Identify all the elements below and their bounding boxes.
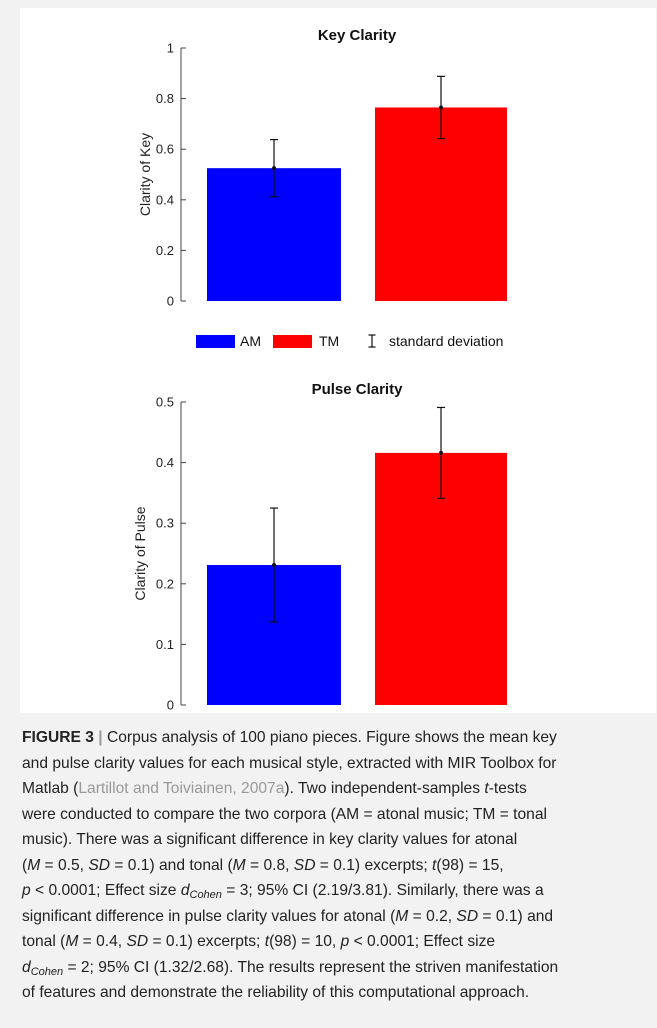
key-clarity-bar-tm [375,107,507,301]
pulse-clarity-chart: Pulse Clarity 0 0.1 0.2 0.3 0.4 0.5 Clarity of … [132,381,507,713]
caption-text-run: d [22,958,31,976]
caption-text-run: and pulse clarity values for each musica… [22,754,557,772]
pulse-clarity-y-tick-label: 0 [167,698,174,713]
caption-text-run: SD [126,933,149,950]
pulse-clarity-mean-point-am [272,563,276,568]
caption-text-run: M [27,856,41,874]
key-clarity-chart: Key Clarity 0 0.2 0.4 0.6 0.8 1 Clarity of Key [137,27,507,309]
caption-text-run: (98) = 15, [436,856,504,874]
caption-text-run: t [432,856,437,874]
caption-text-run: = 0.1) excerpts; [148,933,265,950]
key-clarity-y-tick-label: 0.2 [156,243,174,258]
caption-text-run: = 0.1) and [478,907,554,925]
caption-text-run: Corpus analysis of 100 piano pieces. Fig… [102,729,557,746]
pulse-clarity-y-tick-label: 0.2 [156,576,174,591]
caption-text-run: = 0.1) excerpts; [315,856,433,874]
key-clarity-y-tick-label: 0.8 [156,91,174,106]
caption-text-run: ). Two independent-samples [284,780,485,797]
pulse-clarity-title: Pulse Clarity [312,381,404,398]
legend-swatch-tm [273,335,312,348]
key-clarity-mean-point-tm [439,105,443,110]
caption-text-run: = 0.8, [245,856,294,874]
pulse-clarity-y-tick-label: 0.1 [156,637,174,652]
pulse-clarity-y-tick-label: 0.4 [156,455,174,470]
pulse-clarity-y-tick-label: 0.3 [156,516,174,531]
key-clarity-y-tick-label: 0.4 [156,192,174,207]
caption-text-run: d [180,882,190,899]
caption-text-run: p [22,882,31,899]
caption-body: Corpus analysis of 100 piano pieces. Fig… [22,729,558,1001]
caption-text-run: p [340,933,350,950]
legend-label-tm: TM [319,333,339,349]
caption-text-run: Cohen [30,965,64,978]
caption-text-run: = 0.2, [408,907,457,925]
caption-text-run: Matlab ( [22,780,79,797]
caption-text-run: -tests [488,780,527,797]
caption-text-run: = 0.4, [78,933,127,950]
caption-text-run: tonal ( [22,933,66,950]
caption-text-run: Cohen [189,889,222,901]
key-clarity-y-label: Clarity of Key [137,133,153,216]
pulse-clarity-mean-point-tm [439,450,443,455]
key-clarity-mean-point-am [272,166,276,171]
legend-label-am: AM [240,333,261,349]
caption-text-run: music). There was a significant differen… [22,831,518,848]
caption-text-run: < 0.0001; Effect size [30,882,181,899]
caption-text-run: = 0.1) and tonal ( [110,856,233,874]
caption-citation: Lartillot and Toiviainen, 2007a [78,780,285,797]
key-clarity-y-tick-label: 0.6 [156,142,174,157]
caption-text-run: t [264,933,270,950]
legend-swatch-am [196,335,235,348]
caption-text-run: M [65,933,79,950]
caption-text-run: SD [88,856,110,874]
caption-text-run: = 0.5, [40,856,89,874]
caption-text-run: t [484,780,489,797]
caption-text-run: (98) = 10, [269,933,341,950]
legend-label-standard-deviation: standard deviation [389,333,503,349]
caption-text-run: SD [456,907,479,925]
caption-text-run: = 2; 95% CI (1.32/2.68). The results rep… [63,958,559,976]
figure-label-separator: | [98,729,103,746]
caption-text-run: of features and demonstrate the reliabil… [22,984,530,1001]
chart-legend: AM TM standard deviation [196,333,503,349]
key-clarity-title: Key Clarity [318,27,397,44]
caption-text-run: < 0.0001; Effect size [349,933,496,950]
key-clarity-y-tick-label: 0 [167,294,174,309]
figure-caption: FIGURE 3 | Corpus analysis of 100 piano … [22,725,642,1006]
caption-text-run: = 3; 95% CI (2.19/3.81). Similarly, ther… [221,882,544,899]
pulse-clarity-y-label: Clarity of Pulse [132,506,148,600]
key-clarity-y-tick-label: 1 [167,41,174,56]
caption-text-run: were conducted to compare the two corpor… [22,805,547,823]
figure-label: FIGURE 3 [22,729,94,746]
caption-text-run: significant difference in pulse clarity … [22,907,396,925]
caption-text-run: ( [22,856,28,874]
caption-text-run: M [232,856,246,874]
pulse-clarity-y-tick-label: 0.5 [156,395,174,410]
caption-text-run: SD [293,856,316,874]
caption-text-run: M [395,907,409,925]
